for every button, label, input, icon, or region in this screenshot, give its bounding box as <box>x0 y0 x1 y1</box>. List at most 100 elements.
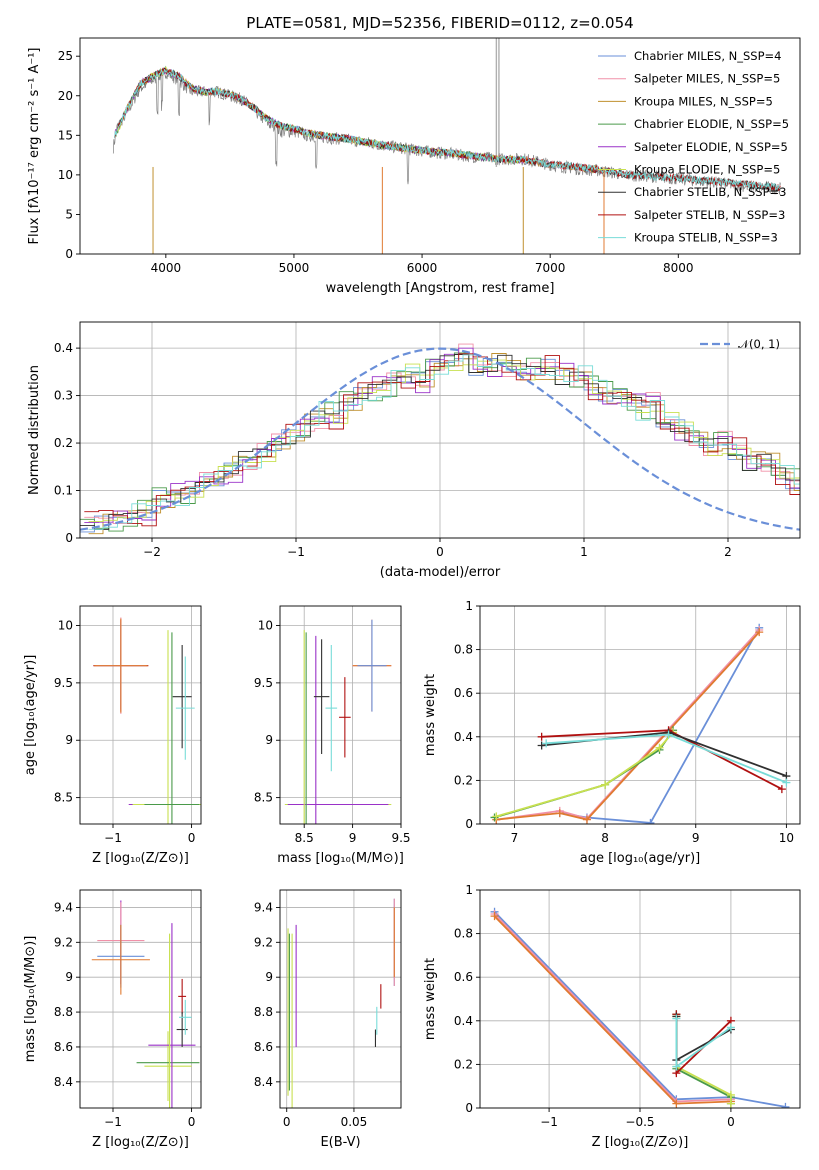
tick-label-y: 8.6 <box>254 1040 273 1054</box>
x-axis-label: Z [log₁₀(Z/Z⊙)] <box>92 851 189 866</box>
errorbar-point <box>91 924 150 995</box>
tick-label-x: −0.5 <box>625 1115 654 1129</box>
errorbar-point <box>175 656 195 760</box>
weight-marker <box>582 815 591 824</box>
weight-marker <box>726 1090 735 1099</box>
panel-mass-vs-Z: −1 0 8.4 8.6 8.8 9 9.2 9.4 Z [log₁₀(Z/Z⊙)] mass [… <box>23 889 202 1150</box>
tick-label-x: 4000 <box>151 261 182 275</box>
histogram-step <box>84 353 800 527</box>
tick-label-y: 0.2 <box>454 1057 473 1071</box>
tick-label-x: −2 <box>143 545 161 559</box>
histogram-step <box>84 347 800 523</box>
tick-label-y: 9 <box>65 970 73 984</box>
panel-weight-vs-age: 7 8 9 10 0 0.2 0.4 0.6 0.8 1 age [log₁₀(age/yr)] ma… <box>423 599 801 866</box>
weight-marker <box>777 785 786 794</box>
tick-label-x: 0 <box>727 1115 735 1129</box>
legend-label: Chabrier MILES, N_SSP=4 <box>634 49 781 63</box>
legend-label: 𝒩(0, 1) <box>738 337 780 351</box>
histogram-step <box>84 343 800 525</box>
tick-label-y: 0.6 <box>454 686 473 700</box>
tick-label-x: 8.5 <box>295 831 314 845</box>
errorbar-point <box>179 999 192 1035</box>
panel-spectrum: 4000 5000 6000 7000 8000 0 5 10 15 20 25 wavelength… <box>27 37 801 296</box>
tick-label-x: 0 <box>188 1115 196 1129</box>
weight-marker <box>537 741 546 750</box>
legend-label: Chabrier ELODIE, N_SSP=5 <box>634 117 789 131</box>
tick-label-y: 0.3 <box>54 389 73 403</box>
legend-label: Kroupa MILES, N_SSP=5 <box>634 94 773 108</box>
tick-label-y: 8.8 <box>254 1005 273 1019</box>
axes-frame <box>79 321 801 539</box>
tick-label-x: −1 <box>540 1115 558 1129</box>
legend-label: Salpeter MILES, N_SSP=5 <box>634 72 780 86</box>
panel-age-vs-Z: −1 0 8.5 9 9.5 10 Z [log₁₀(Z/Z⊙)] age [log₁₀(ag… <box>23 605 202 866</box>
weight-marker <box>646 818 655 824</box>
axes-frame <box>479 605 801 825</box>
weight-line <box>559 627 760 824</box>
tick-label-y: 0 <box>465 1101 473 1115</box>
histogram-step <box>88 359 800 523</box>
plot-area <box>91 900 200 1108</box>
weight-marker <box>672 1099 681 1108</box>
legend-label: Kroupa STELIB, N_SSP=3 <box>634 231 778 245</box>
tick-label-y: 25 <box>58 49 73 63</box>
axes-frame <box>79 605 202 825</box>
x-axis-label: Z [log₁₀(Z/Z⊙)] <box>92 1135 189 1150</box>
y-axis-label: mass weight <box>423 958 438 1040</box>
tick-label-x: 10 <box>779 831 794 845</box>
tick-label-y: 8.5 <box>254 791 273 805</box>
axes-frame <box>79 37 801 255</box>
errorbar-point <box>148 923 196 1108</box>
weight-line <box>675 1016 732 1062</box>
series-line <box>114 69 781 192</box>
tick-label-y: 10 <box>58 619 73 633</box>
panel-mass-vs-EBV: 0 0.05 8.4 8.6 8.8 9 9.2 9.4 E(B-V) <box>254 889 402 1150</box>
tick-label-x: 0.05 <box>341 1115 368 1129</box>
tick-label-y: 1 <box>465 883 473 897</box>
legend-label: Kroupa ELODIE, N_SSP=5 <box>634 163 780 177</box>
errorbar-point <box>325 645 338 772</box>
legend: 𝒩(0, 1) <box>700 337 780 351</box>
tick-label-x: 5000 <box>279 261 310 275</box>
legend: Chabrier MILES, N_SSP=4 Salpeter MILES, N… <box>598 49 789 245</box>
tick-label-y: 8.6 <box>54 1040 73 1054</box>
tick-label-x: 0 <box>188 831 196 845</box>
tick-label-x: −1 <box>287 545 305 559</box>
tick-label-y: 8.4 <box>254 1075 273 1089</box>
plot-area <box>112 38 781 254</box>
errorbar-point <box>313 639 330 755</box>
x-axis-label: Z [log₁₀(Z/Z⊙)] <box>592 1135 689 1150</box>
plot-area <box>284 619 392 824</box>
tick-label-x: −1 <box>104 1115 122 1129</box>
tick-label-y: 0.2 <box>54 436 73 450</box>
y-axis-label: mass weight <box>423 674 438 756</box>
tick-label-x: 7000 <box>535 261 566 275</box>
tick-label-y: 9.2 <box>54 935 73 949</box>
tick-label-x: 9 <box>349 831 357 845</box>
tick-label-y: 9 <box>65 733 73 747</box>
axes-frame <box>79 889 202 1109</box>
tick-label-y: 8.5 <box>54 791 73 805</box>
tick-label-y: 8.4 <box>54 1075 73 1089</box>
weight-line <box>496 631 760 821</box>
normal-reference-curve <box>80 347 800 531</box>
tick-label-x: −1 <box>104 831 122 845</box>
errorbar-point <box>357 619 387 712</box>
tick-label-y: 0.8 <box>454 643 473 657</box>
tick-label-x: 7 <box>511 831 519 845</box>
chart-title: PLATE=0581, MJD=52356, FIBERID=0112, z=0… <box>246 14 633 32</box>
tick-label-y: 15 <box>58 128 73 142</box>
weight-line <box>541 731 787 777</box>
weight-line <box>493 911 786 1108</box>
observed-spectrum <box>112 67 781 195</box>
tick-label-y: 10 <box>258 619 273 633</box>
weight-line <box>496 731 674 818</box>
weight-marker <box>492 812 501 821</box>
axes-frame <box>279 605 402 825</box>
weight-marker <box>755 628 764 637</box>
weight-line <box>496 629 760 821</box>
weight-marker <box>537 732 546 741</box>
x-axis-label: age [log₁₀(age/yr)] <box>580 851 701 866</box>
weight-marker <box>542 739 551 748</box>
